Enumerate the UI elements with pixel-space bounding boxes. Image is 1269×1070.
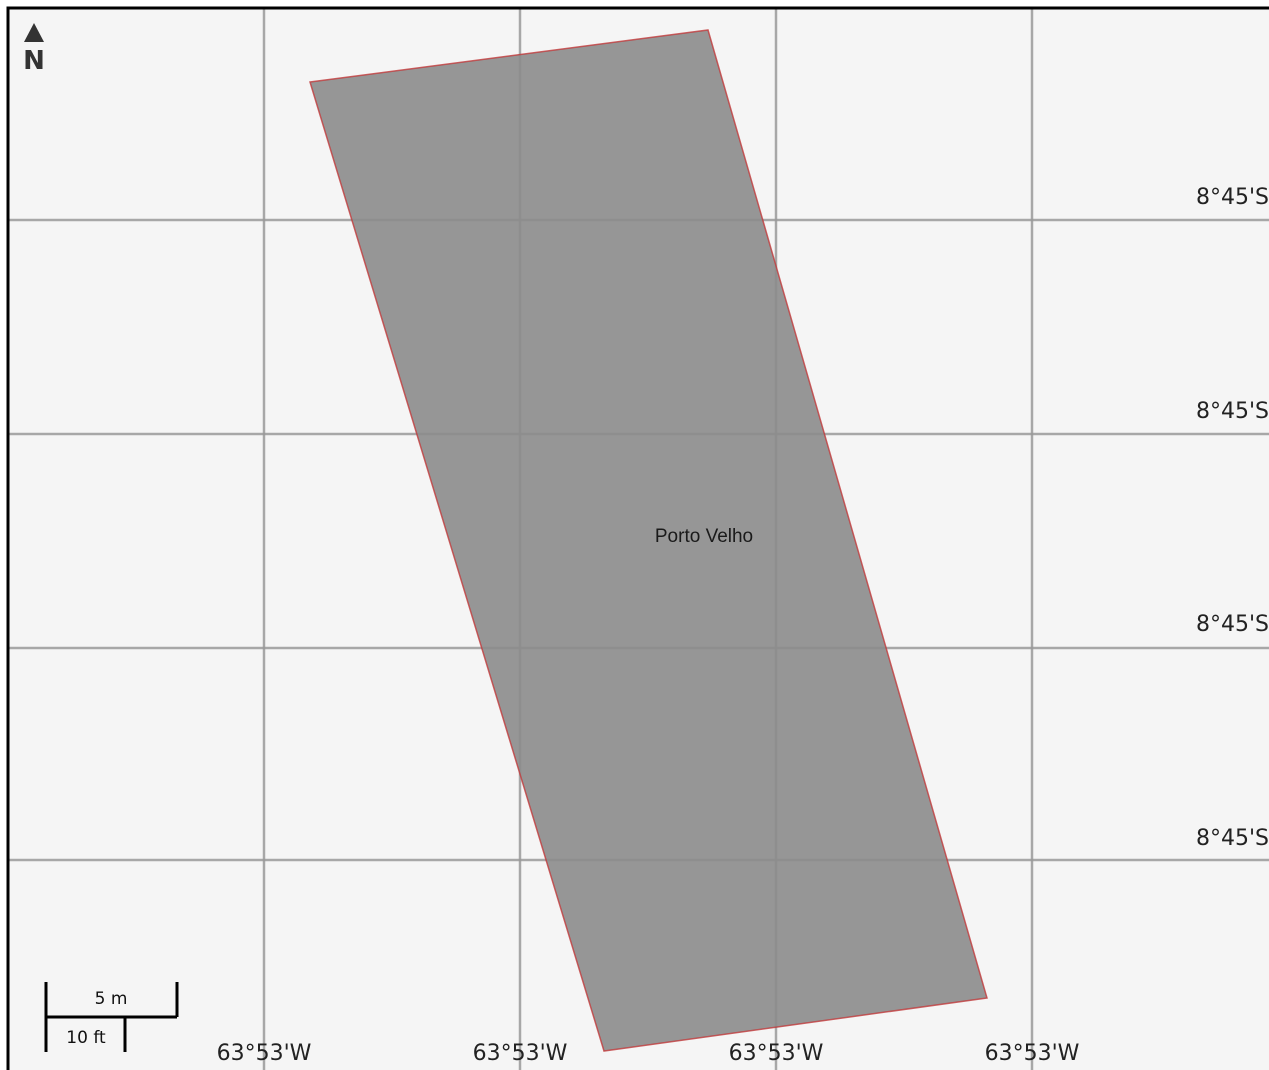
north-arrow-icon [24,23,44,42]
lat-label-2: 8°45'S [1196,399,1269,424]
lon-label-1: 63°53'W [217,1041,312,1066]
lat-label-1: 8°45'S [1196,185,1269,210]
lon-label-3: 63°53'W [729,1041,824,1066]
lon-label-2: 63°53'W [473,1041,568,1066]
longitude-labels: 63°53'W 63°53'W 63°53'W 63°53'W [217,1041,1080,1066]
feature-label: Porto Velho [655,526,753,547]
lat-label-4: 8°45'S [1196,826,1269,851]
north-arrow: N [23,23,45,76]
lat-label-3: 8°45'S [1196,612,1269,637]
scale-bar-imperial-label: 10 ft [66,1028,106,1048]
porto-velho-polygon[interactable] [309,29,988,1052]
latitude-labels: 8°45'S 8°45'S 8°45'S 8°45'S [1196,185,1269,851]
map-frame [6,6,1269,1070]
scale-bar: 5 m 10 ft [44,982,179,1052]
scale-bar-metric-label: 5 m [95,989,128,1009]
lon-label-4: 63°53'W [985,1041,1080,1066]
north-arrow-label: N [23,46,45,76]
